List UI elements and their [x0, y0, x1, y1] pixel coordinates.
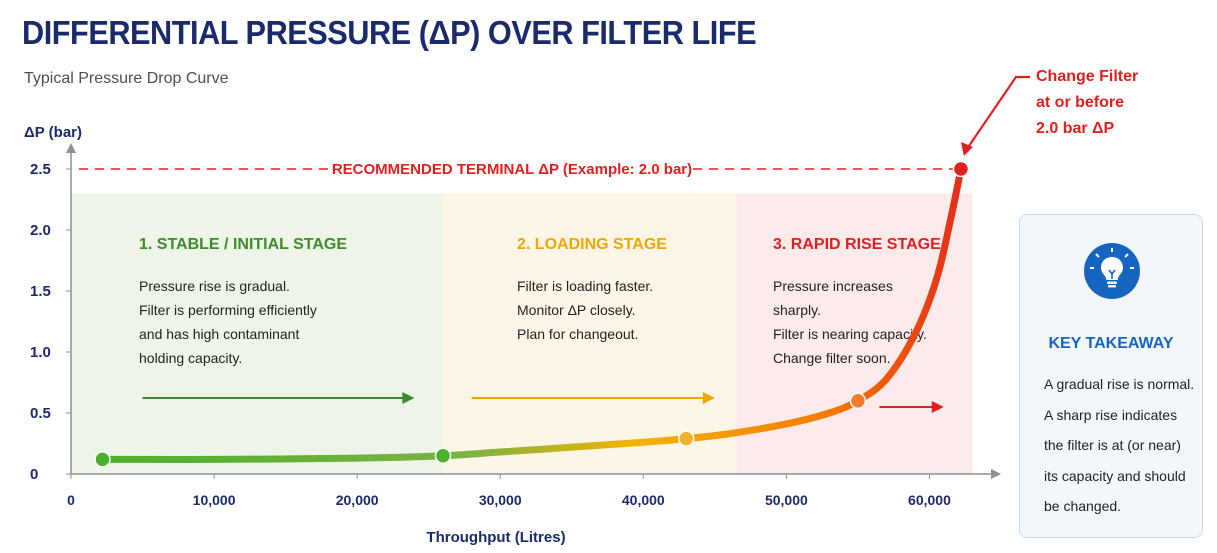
lightbulb-icon — [1084, 243, 1140, 299]
x-tick-label: 0 — [67, 492, 75, 508]
stage-description-line: Pressure increases — [773, 278, 893, 294]
stage-arrow-head — [931, 401, 944, 413]
stage-description-line: Monitor ΔP closely. — [517, 302, 636, 318]
stage-description-line: Filter is performing efficiently — [139, 302, 317, 318]
curve-marker — [677, 430, 695, 447]
curve-marker — [849, 392, 867, 410]
page-subtitle: Typical Pressure Drop Curve — [24, 70, 229, 87]
stage-band — [443, 193, 737, 474]
y-tick-label: 2.0 — [30, 222, 51, 239]
key-takeaway-title: KEY TAKEAWAY — [1048, 335, 1174, 352]
stage-description-line: Pressure rise is gradual. — [139, 278, 290, 294]
stage-description-line: Plan for changeout. — [517, 326, 638, 342]
x-axis-arrow — [991, 469, 1001, 479]
takeaway-line: its capacity and should — [1044, 467, 1186, 484]
takeaway-line: be changed. — [1044, 498, 1122, 514]
stage-band — [71, 193, 443, 474]
stage-heading: 2. LOADING STAGE — [517, 236, 667, 253]
change-filter-callout-line: at or before — [1036, 94, 1124, 111]
curve-marker — [94, 451, 111, 468]
pressure-curve — [98, 165, 965, 463]
change-filter-callout-line: Change Filter — [1036, 68, 1138, 85]
key-takeaway-card: KEY TAKEAWAY A gradual rise is normal. A… — [1019, 214, 1203, 538]
callout-pointer — [968, 75, 1030, 147]
takeaway-line: the filter is at (or near) — [1044, 437, 1181, 453]
terminal-dp-label: RECOMMENDED TERMINAL ΔP (Example: 2.0 ba… — [332, 161, 692, 178]
takeaway-line: A sharp rise indicates — [1044, 406, 1178, 423]
x-tick-label: 30,000 — [479, 492, 522, 508]
y-tick-label: 0 — [30, 466, 38, 483]
stage-heading: 3. RAPID RISE STAGE — [773, 236, 941, 253]
stage-description-line: sharply. — [773, 302, 821, 318]
curve-marker — [434, 447, 452, 464]
change-filter-callout-line: 2.0 bar ΔP — [1036, 120, 1115, 137]
key-takeaway-text: A gradual rise is normal. A sharp rise i… — [1044, 369, 1196, 522]
y-axis-label: ΔP (bar) — [24, 124, 82, 141]
x-tick-label: 60,000 — [908, 492, 951, 508]
y-tick-label: 0.5 — [30, 405, 51, 422]
stage-description-line: holding capacity. — [139, 350, 242, 366]
stage-heading: 1. STABLE / INITIAL STAGE — [139, 236, 347, 253]
x-tick-label: 40,000 — [622, 492, 665, 508]
y-tick-label: 1.5 — [30, 283, 51, 300]
callout-pointer-head — [960, 142, 973, 156]
x-axis-label: Throughput (Litres) — [426, 529, 565, 546]
stage-arrow-head — [402, 392, 415, 404]
stage-description-line: Filter is nearing capacity. — [773, 326, 927, 342]
x-tick-label: 50,000 — [765, 492, 808, 508]
y-tick-label: 2.5 — [30, 161, 51, 178]
y-axis-arrow — [66, 143, 76, 153]
stage-description-line: Filter is loading faster. — [517, 278, 653, 294]
stage-description-line: and has high contaminant — [139, 326, 299, 342]
takeaway-line: A gradual rise is normal. — [1044, 376, 1195, 392]
y-tick-label: 1.0 — [30, 344, 51, 361]
page-title: DIFFERENTIAL PRESSURE (ΔP) OVER FILTER L… — [22, 14, 757, 51]
x-tick-label: 20,000 — [336, 492, 379, 508]
stage-arrow-head — [702, 392, 715, 404]
curve-marker — [952, 160, 970, 178]
stage-description-line: Change filter soon. — [773, 350, 891, 366]
x-tick-label: 10,000 — [193, 492, 236, 508]
